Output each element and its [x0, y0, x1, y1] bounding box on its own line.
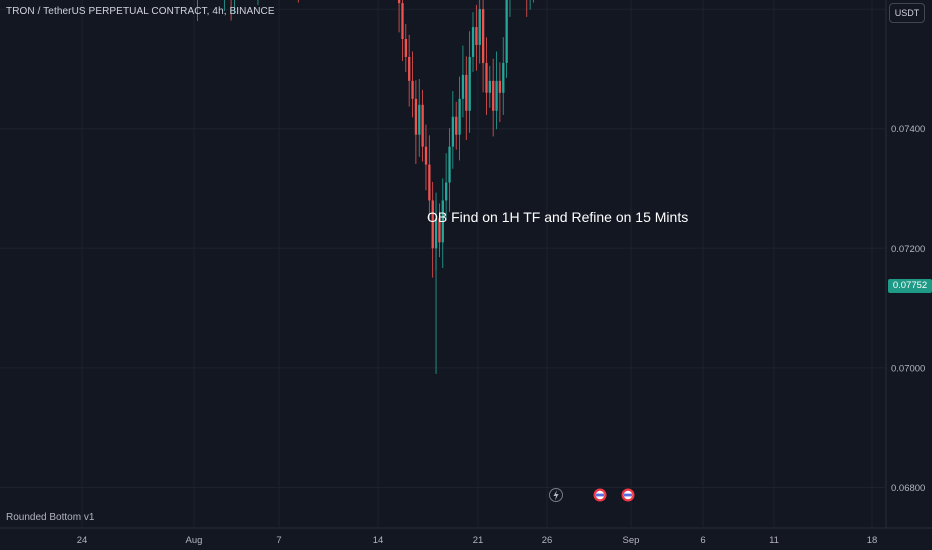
candle	[234, 0, 235, 14]
candle	[465, 56, 468, 141]
time-tick-label: Aug	[186, 535, 203, 546]
indicator-label[interactable]: Rounded Bottom v1	[6, 512, 95, 523]
candle	[481, 0, 485, 93]
price-tick-label: 0.07000	[891, 363, 925, 374]
time-tick-label: Sep	[623, 535, 640, 546]
candle	[455, 101, 458, 150]
candle	[526, 0, 528, 17]
candle	[458, 76, 461, 161]
time-tick-label: 24	[77, 535, 88, 546]
candle	[475, 4, 478, 71]
candle	[509, 0, 511, 17]
candle	[448, 128, 451, 212]
time-tick-label: 21	[473, 535, 484, 546]
candle	[505, 0, 508, 78]
time-tick-label: 18	[867, 535, 878, 546]
flag-icon-2[interactable]	[621, 488, 635, 502]
candle	[404, 24, 407, 72]
price-tick-label: 0.06800	[891, 483, 925, 494]
candle	[397, 0, 401, 33]
candle	[502, 37, 505, 115]
candle	[461, 45, 465, 118]
annotation-text: OB Find on 1H TF and Refine on 15 Mints	[427, 209, 689, 225]
candles-layer	[197, 0, 534, 374]
candle	[431, 181, 434, 278]
candle	[428, 135, 431, 219]
candle	[468, 31, 471, 133]
current-price-badge: 0.07752	[888, 279, 932, 293]
candle	[418, 79, 421, 157]
time-tick-label: 7	[276, 535, 281, 546]
candle	[257, 0, 259, 5]
time-axis: 24 Aug 7 14 21 26 Sep 6 11 18	[77, 535, 878, 546]
price-axis: 0.068000.070000.072000.074000.076000.078…	[891, 5, 925, 494]
event-icons	[549, 488, 635, 502]
candle	[485, 37, 488, 115]
candle	[297, 0, 299, 3]
time-tick-label: 14	[373, 535, 384, 546]
candle	[471, 12, 475, 72]
candle	[451, 91, 455, 169]
candle	[424, 124, 428, 191]
candle	[438, 203, 441, 258]
flash-icon[interactable]	[549, 488, 563, 502]
candle	[414, 80, 418, 164]
candle	[441, 178, 444, 269]
chart-title: TRON / TetherUS PERPETUAL CONTRACT, 4h, …	[6, 6, 275, 17]
candle	[495, 51, 498, 130]
candle	[411, 51, 414, 118]
price-tick-label: 0.07200	[891, 244, 925, 255]
candle	[533, 0, 534, 3]
time-tick-label: 26	[542, 535, 553, 546]
flag-icon-1[interactable]	[593, 488, 607, 502]
currency-button[interactable]: USDT	[889, 3, 925, 23]
candle	[408, 34, 411, 107]
candle	[401, 0, 404, 62]
candle	[492, 58, 495, 137]
time-tick-label: 11	[769, 535, 779, 546]
price-tick-label: 0.07400	[891, 124, 925, 135]
time-tick-label: 6	[700, 535, 705, 546]
candle	[421, 89, 424, 162]
candle	[230, 0, 232, 21]
candle	[498, 62, 502, 123]
candle	[529, 0, 531, 10]
candle	[478, 0, 481, 64]
candle	[488, 65, 491, 108]
candle	[445, 153, 448, 219]
